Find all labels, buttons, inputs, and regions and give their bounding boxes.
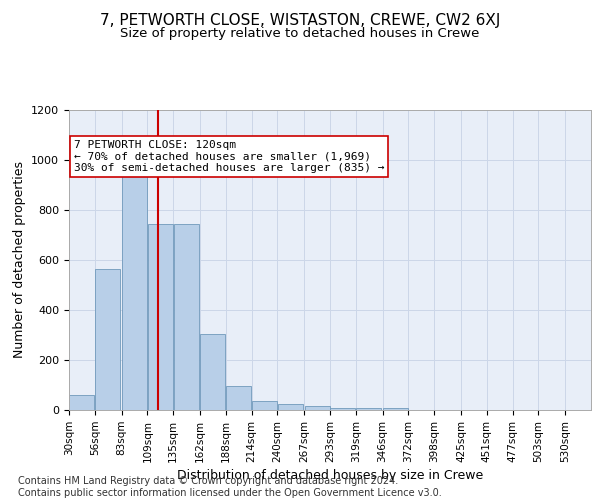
Bar [200, 334, 226, 410]
Text: 7, PETWORTH CLOSE, WISTASTON, CREWE, CW2 6XJ: 7, PETWORTH CLOSE, WISTASTON, CREWE, CW2… [100, 12, 500, 28]
Text: Contains HM Land Registry data © Crown copyright and database right 2024.
Contai: Contains HM Land Registry data © Crown c… [18, 476, 442, 498]
Bar [383, 408, 408, 410]
Bar [122, 160, 147, 410]
Bar [331, 408, 355, 410]
X-axis label: Distribution of detached houses by size in Crewe: Distribution of detached houses by size … [177, 469, 483, 482]
Bar [356, 408, 381, 410]
Bar [95, 269, 120, 410]
Bar [70, 395, 94, 410]
Bar [148, 224, 173, 410]
Bar [226, 386, 251, 410]
Bar [305, 406, 329, 410]
Text: 7 PETWORTH CLOSE: 120sqm
← 70% of detached houses are smaller (1,969)
30% of sem: 7 PETWORTH CLOSE: 120sqm ← 70% of detach… [74, 140, 385, 173]
Bar [252, 401, 277, 410]
Y-axis label: Number of detached properties: Number of detached properties [13, 162, 26, 358]
Bar [173, 224, 199, 410]
Bar [278, 404, 303, 410]
Text: Size of property relative to detached houses in Crewe: Size of property relative to detached ho… [121, 28, 479, 40]
